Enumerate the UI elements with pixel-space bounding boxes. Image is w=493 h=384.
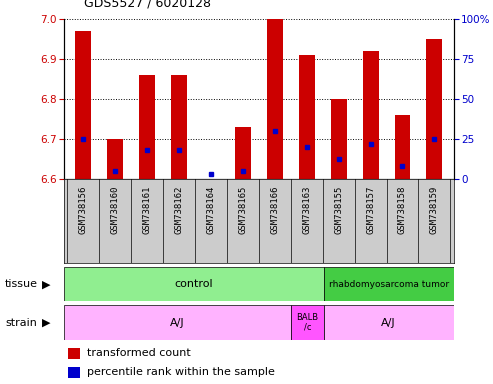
Text: control: control [175,279,213,289]
Bar [299,55,315,179]
Bar [426,39,442,179]
Text: A/J: A/J [382,318,396,328]
Bar [235,127,251,179]
Text: GSM738158: GSM738158 [398,185,407,234]
Text: GSM738162: GSM738162 [175,185,183,234]
Text: GSM738163: GSM738163 [302,185,311,234]
Text: strain: strain [5,318,37,328]
Text: GSM738159: GSM738159 [430,185,439,234]
Text: BALB
/c: BALB /c [296,313,318,332]
Text: GSM738164: GSM738164 [207,185,215,234]
Bar [75,31,91,179]
Text: transformed count: transformed count [87,348,191,358]
Text: GSM738165: GSM738165 [238,185,247,234]
Bar [171,75,187,179]
Bar [68,348,80,359]
Text: GSM738160: GSM738160 [110,185,120,234]
Text: ▶: ▶ [42,279,50,289]
Text: ▶: ▶ [42,318,50,328]
Text: GSM738157: GSM738157 [366,185,375,234]
Text: rhabdomyosarcoma tumor: rhabdomyosarcoma tumor [329,280,449,289]
Text: A/J: A/J [171,318,185,328]
Text: GDS5527 / 6020128: GDS5527 / 6020128 [84,0,211,10]
Bar [68,367,80,378]
Text: GSM738156: GSM738156 [79,185,88,234]
Bar [64,267,324,301]
Text: percentile rank within the sample: percentile rank within the sample [87,367,275,377]
Bar [291,305,324,340]
Text: GSM738166: GSM738166 [270,185,280,234]
Bar [324,267,454,301]
Bar [64,305,291,340]
Bar [362,51,379,179]
Bar [139,75,155,179]
Bar [331,99,347,179]
Bar [267,19,283,179]
Text: GSM738161: GSM738161 [142,185,151,234]
Text: tissue: tissue [5,279,38,289]
Text: GSM738155: GSM738155 [334,185,343,234]
Bar [394,115,411,179]
Bar [107,139,123,179]
Bar [324,305,454,340]
